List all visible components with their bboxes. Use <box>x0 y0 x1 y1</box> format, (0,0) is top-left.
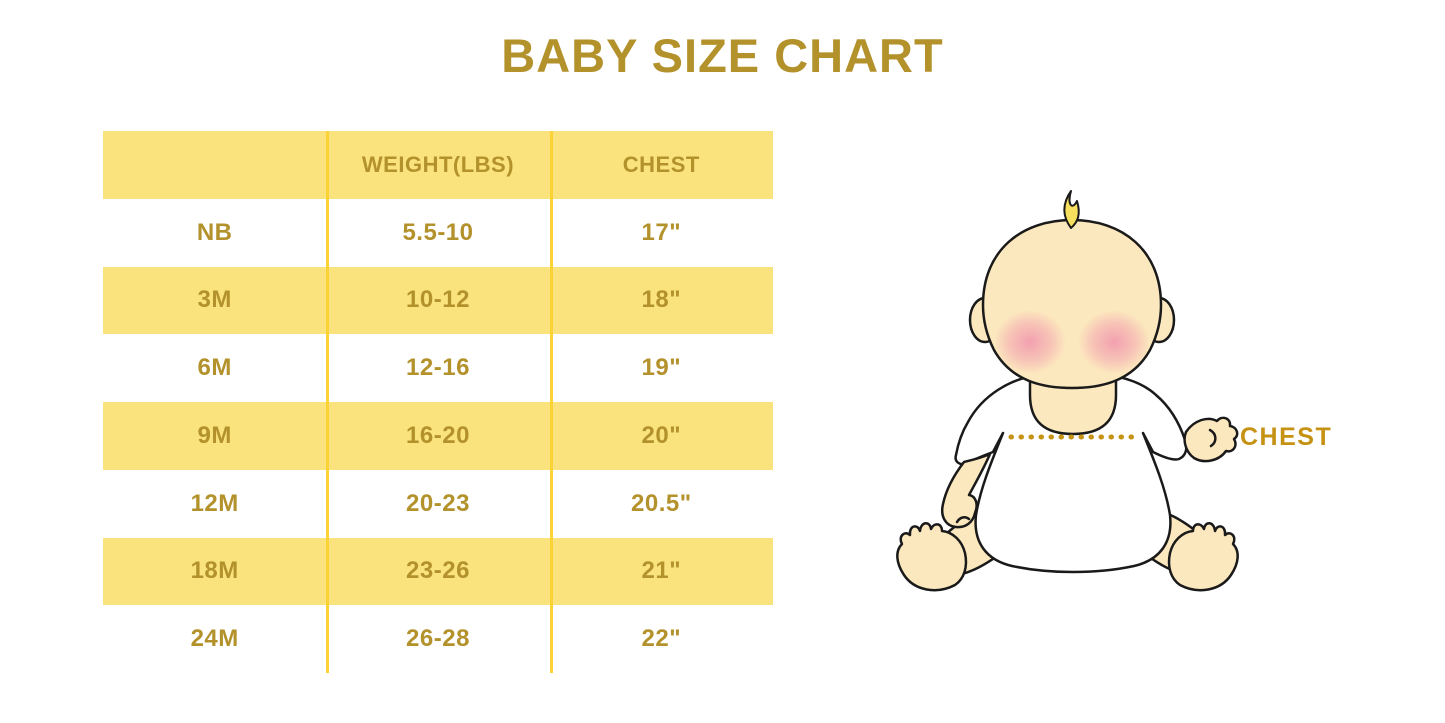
size-cell: 12M <box>190 489 239 517</box>
column-divider <box>326 131 329 673</box>
weight-cell: 5.5-10 <box>402 218 474 246</box>
chest-cell: 17" <box>641 218 682 246</box>
table-header-row: WEIGHT(LBS) CHEST <box>103 131 773 199</box>
table-row: 6M 12-16 19" <box>103 334 773 402</box>
table-row: NB 5.5-10 17" <box>103 199 773 267</box>
size-cell: 3M <box>197 286 232 314</box>
baby-left-foot <box>896 522 968 592</box>
size-table: WEIGHT(LBS) CHEST NB 5.5-10 17" 3M 10-12… <box>103 131 773 673</box>
chest-measurement-label: CHEST <box>1240 423 1333 451</box>
baby-left-hand-line <box>955 516 971 524</box>
header-weight: WEIGHT(LBS) <box>361 151 515 177</box>
table-row: 12M 20-23 20.5" <box>103 470 773 538</box>
size-cell: 24M <box>190 625 239 653</box>
chest-cell: 21" <box>641 557 682 585</box>
header-chest: CHEST <box>622 151 700 177</box>
baby-fist-curl-line <box>1208 428 1217 448</box>
size-cell: 9M <box>197 421 232 449</box>
baby-right-blush <box>1078 310 1150 374</box>
column-divider <box>550 131 553 673</box>
chest-cell: 18" <box>641 286 682 314</box>
weight-cell: 23-26 <box>406 557 470 585</box>
weight-cell: 10-12 <box>406 286 470 314</box>
weight-cell: 20-23 <box>406 489 470 517</box>
baby-left-arm <box>941 452 992 529</box>
table-row: 3M 10-12 18" <box>103 266 773 335</box>
header-size <box>103 131 326 199</box>
chest-cell: 20.5" <box>631 489 692 517</box>
page-title: BABY SIZE CHART <box>501 29 944 82</box>
size-cell: 18M <box>190 557 239 585</box>
baby-hair-tuft <box>1063 190 1080 229</box>
baby-left-blush <box>994 310 1066 374</box>
table-row: 18M 23-26 21" <box>103 537 773 606</box>
size-cell: 6M <box>197 354 232 382</box>
table-row: 9M 16-20 20" <box>103 402 773 470</box>
chest-cell: 19" <box>641 354 682 382</box>
weight-cell: 12-16 <box>406 354 470 382</box>
baby-right-foot <box>1167 522 1239 592</box>
weight-cell: 16-20 <box>406 421 470 449</box>
table-row: 24M 26-28 22" <box>103 605 773 673</box>
chest-cell: 20" <box>641 421 682 449</box>
baby-illustration <box>860 170 1380 610</box>
chest-cell: 22" <box>641 625 682 653</box>
baby-right-fist <box>1183 416 1239 463</box>
weight-cell: 26-28 <box>406 625 470 653</box>
size-cell: NB <box>196 218 233 246</box>
baby-figure-svg <box>896 190 1239 592</box>
